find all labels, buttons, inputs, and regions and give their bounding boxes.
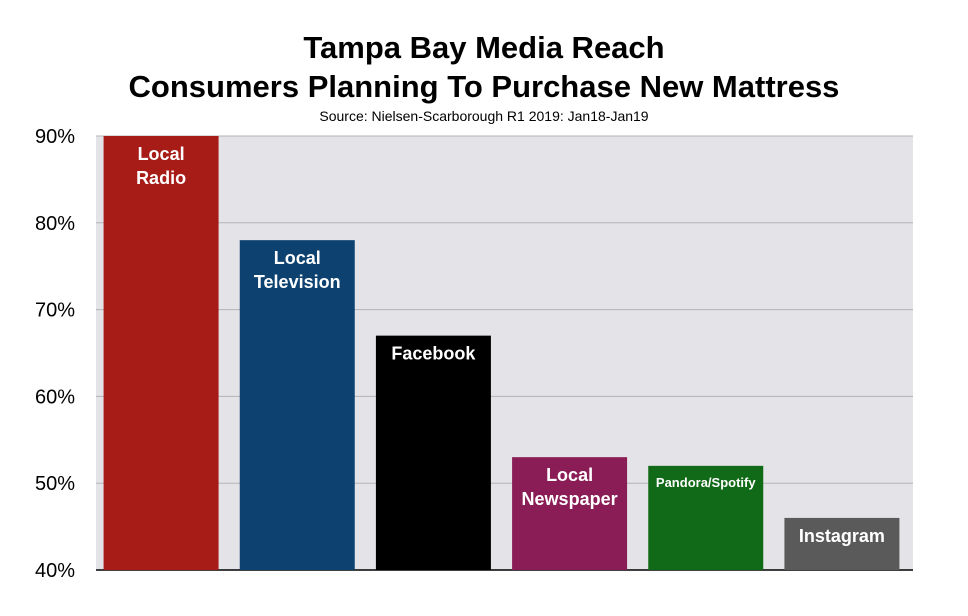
bar xyxy=(784,517,900,570)
y-tick-label: 90% xyxy=(35,126,75,148)
chart-subtitle: Source: Nielsen-Scarborough R1 2019: Jan… xyxy=(319,108,649,124)
bar-label: Newspaper xyxy=(522,489,618,509)
plot-area xyxy=(96,136,913,570)
y-tick-label: 50% xyxy=(35,473,75,495)
bar xyxy=(375,335,491,570)
bar-label: Facebook xyxy=(391,344,476,364)
bar-label: Television xyxy=(254,272,341,292)
bar xyxy=(512,457,628,570)
bar xyxy=(648,465,764,570)
chart-title-line2: Consumers Planning To Purchase New Mattr… xyxy=(128,69,840,104)
bar-label: Instagram xyxy=(799,526,885,546)
bar-label: Pandora/Spotify xyxy=(656,475,756,490)
bar xyxy=(239,240,355,570)
bar-label: Radio xyxy=(136,168,186,188)
bar-label: Local xyxy=(274,248,321,268)
chart-title-line1: Tampa Bay Media Reach xyxy=(303,30,665,65)
bar-label: Local xyxy=(546,465,593,485)
y-tick-label: 40% xyxy=(35,560,75,582)
y-tick-label: 70% xyxy=(35,300,75,322)
bar-label: Local xyxy=(138,144,185,164)
bar xyxy=(103,136,219,570)
y-tick-label: 80% xyxy=(35,213,75,235)
y-tick-label: 60% xyxy=(35,386,75,408)
